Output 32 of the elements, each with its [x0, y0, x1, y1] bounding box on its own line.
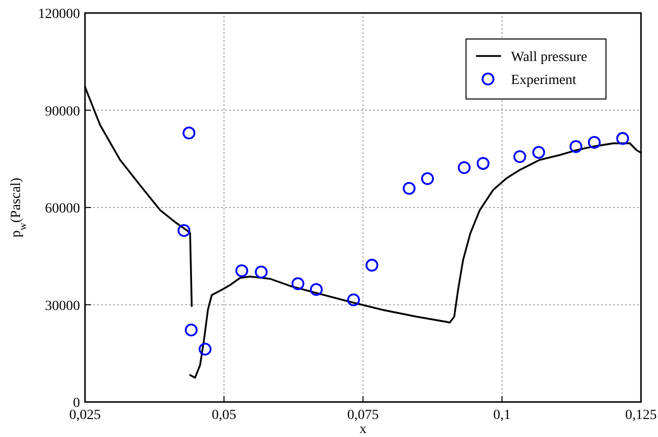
point	[292, 277, 304, 290]
point	[513, 150, 526, 164]
point	[184, 324, 198, 336]
point	[532, 146, 546, 159]
legend-label: Experiment	[511, 73, 576, 88]
point	[235, 264, 248, 278]
point	[588, 136, 601, 149]
point	[421, 172, 434, 186]
point	[310, 283, 323, 296]
y-tick-label: 90000	[45, 104, 80, 120]
x-tick-label: 0,025	[69, 408, 101, 423]
y-tick-label: 30000	[45, 298, 80, 314]
y-tick-label: 120000	[38, 7, 80, 22]
point	[254, 266, 268, 278]
point	[616, 132, 630, 145]
point	[198, 342, 212, 356]
x-tick-label: 0,125	[625, 408, 657, 423]
point	[182, 126, 196, 140]
x-tick-label: 0,1	[493, 408, 511, 423]
legend-label: Wall pressure	[511, 50, 588, 65]
y-tick-label: 60000	[45, 202, 80, 216]
x-axis-title: x	[360, 422, 366, 437]
x-tick-label: 0,05	[212, 408, 236, 423]
point	[347, 293, 360, 306]
x-tick-label: 0,075	[347, 408, 379, 423]
point	[570, 140, 582, 153]
point	[402, 182, 416, 195]
point	[458, 161, 471, 174]
point	[476, 157, 490, 170]
point	[365, 258, 378, 272]
point	[178, 224, 190, 237]
y-tick-label: 0	[73, 396, 80, 411]
